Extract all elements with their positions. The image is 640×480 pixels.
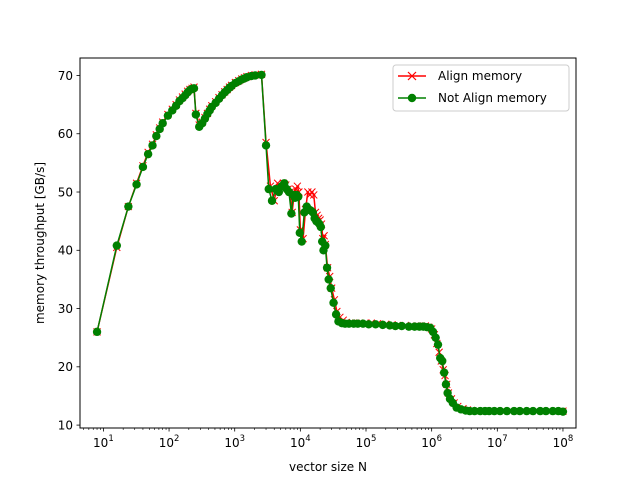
y-tick-label: 30 (58, 302, 73, 316)
data-point (528, 406, 538, 416)
x-tick-label: 106 (421, 434, 442, 450)
data-point (324, 275, 333, 284)
data-point (294, 192, 303, 201)
data-point (502, 406, 512, 416)
data-point (124, 202, 133, 211)
data-point (378, 320, 387, 330)
x-tick-label: 107 (487, 434, 508, 450)
data-point (92, 327, 102, 337)
data-point (391, 321, 400, 331)
plot-area (92, 70, 568, 416)
legend-marker-align (407, 71, 417, 81)
data-point (397, 321, 406, 331)
data-point (439, 368, 449, 377)
data-point (331, 310, 341, 319)
data-point (309, 191, 318, 199)
data-point (143, 149, 153, 159)
data-point (132, 180, 141, 189)
x-tick-label: 101 (93, 434, 114, 450)
data-point (522, 406, 531, 416)
data-point (264, 184, 273, 194)
y-axis-title: memory throughput [GB/s] (33, 162, 47, 324)
y-tick-label: 50 (58, 185, 73, 199)
x-tick-label: 108 (553, 434, 574, 450)
series-not-align-memory (92, 70, 568, 416)
x-tick-label: 102 (159, 434, 180, 450)
legend-frame (392, 64, 570, 112)
data-point (261, 141, 271, 150)
data-point (316, 222, 326, 232)
axes-frame (79, 57, 577, 429)
data-point (441, 380, 451, 389)
data-point (148, 141, 157, 150)
data-point (433, 340, 443, 349)
y-tick-label: 20 (58, 360, 73, 374)
data-point (541, 406, 551, 416)
legend: Align memory Not Align memory (392, 64, 570, 112)
data-point (287, 209, 296, 218)
data-point (495, 406, 505, 416)
data-point (431, 333, 440, 342)
x-tick-label: 103 (224, 434, 245, 450)
data-point (438, 356, 447, 366)
data-point (152, 131, 161, 141)
y-tick-label: 70 (58, 69, 73, 83)
data-point (515, 406, 524, 416)
data-point (364, 320, 373, 329)
x-axis: 101 102 103 104 105 106 107 108 (83, 428, 574, 450)
data-point (295, 228, 304, 238)
data-point (297, 237, 306, 246)
series-layer (92, 70, 568, 416)
data-point (371, 320, 380, 329)
legend-label-align: Align memory (438, 69, 522, 83)
legend-marker-not-align (407, 93, 417, 103)
data-point (189, 84, 199, 93)
y-tick-label: 40 (58, 244, 73, 258)
data-point (321, 241, 330, 250)
data-point (322, 263, 332, 272)
data-point (329, 298, 338, 307)
data-point (158, 119, 167, 128)
legend-label-not-align: Not Align memory (438, 91, 547, 105)
y-axis: 10 20 30 40 50 60 70 (58, 69, 80, 432)
x-tick-label: 105 (356, 434, 377, 450)
data-point (250, 71, 260, 80)
x-axis-title: vector size N (289, 460, 367, 474)
y-tick-label: 60 (58, 127, 73, 141)
data-point (138, 162, 148, 172)
data-point (257, 70, 266, 80)
x-tick-label: 104 (290, 434, 311, 450)
data-point (293, 182, 302, 191)
data-point (112, 241, 122, 250)
data-point (326, 283, 335, 293)
data-point (191, 110, 201, 119)
data-point (558, 407, 568, 416)
y-tick-label: 10 (58, 418, 73, 432)
data-point (267, 196, 277, 205)
